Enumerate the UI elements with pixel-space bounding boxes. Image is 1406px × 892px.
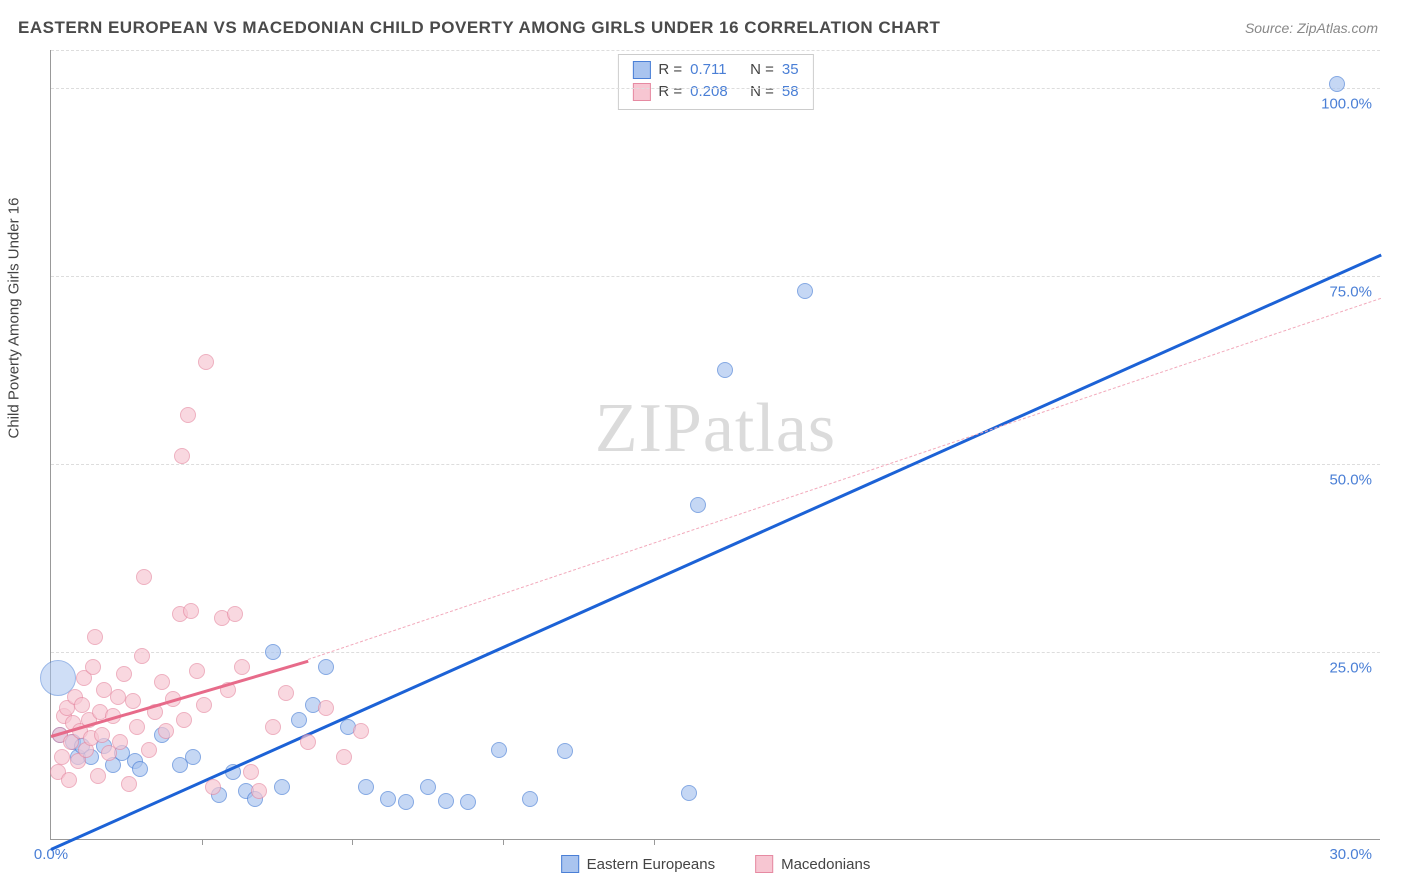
scatter-point [196,697,212,713]
scatter-point [690,497,706,513]
series-name: Macedonians [781,856,870,873]
scatter-point [61,772,77,788]
scatter-point [116,666,132,682]
y-tick-label: 75.0% [1329,283,1372,300]
x-tick [503,839,504,845]
scatter-point [94,727,110,743]
legend-r-label: R = [658,81,682,103]
scatter-point [291,712,307,728]
scatter-point [460,794,476,810]
source-label: Source: ZipAtlas.com [1245,20,1378,36]
legend-n-value: 35 [782,59,799,81]
trend-line [308,298,1381,660]
y-tick-label: 50.0% [1329,471,1372,488]
scatter-point [154,674,170,690]
legend-r-label: R = [658,59,682,81]
scatter-point [358,779,374,795]
series-legend: Eastern Europeans Macedonians [561,855,871,873]
series-legend-item: Eastern Europeans [561,855,715,873]
scatter-point [185,749,201,765]
scatter-point [234,659,250,675]
watermark-bold: ZIP [595,390,703,467]
scatter-point [112,734,128,750]
scatter-point [522,791,538,807]
scatter-point [398,794,414,810]
scatter-point [198,354,214,370]
scatter-point [87,629,103,645]
scatter-point [318,700,334,716]
scatter-point [300,734,316,750]
scatter-point [205,779,221,795]
watermark-thin: atlas [703,390,836,467]
gridline [51,276,1380,277]
scatter-point [278,685,294,701]
legend-swatch [632,83,650,101]
scatter-point [251,783,267,799]
watermark: ZIPatlas [595,389,836,469]
scatter-plot: ZIPatlas R =0.711N =35R =0.208N =58 East… [50,50,1380,840]
legend-r-value: 0.208 [690,81,742,103]
gridline [51,88,1380,89]
scatter-point [90,768,106,784]
y-tick-label: 100.0% [1321,95,1372,112]
legend-swatch [561,855,579,873]
scatter-point [85,659,101,675]
scatter-point [183,603,199,619]
scatter-point [797,283,813,299]
gridline [51,652,1380,653]
scatter-point [557,743,573,759]
scatter-point [265,644,281,660]
x-tick [654,839,655,845]
scatter-point [136,569,152,585]
legend-n-label: N = [750,81,774,103]
trend-line [50,253,1381,850]
gridline [51,50,1380,51]
legend-swatch [755,855,773,873]
scatter-point [353,723,369,739]
scatter-point [74,697,90,713]
gridline [51,464,1380,465]
scatter-point [158,723,174,739]
legend-n-label: N = [750,59,774,81]
scatter-point [438,793,454,809]
legend-n-value: 58 [782,81,799,103]
scatter-point [180,407,196,423]
scatter-point [134,648,150,664]
scatter-point [125,693,141,709]
scatter-point [176,712,192,728]
series-name: Eastern Europeans [587,856,715,873]
scatter-point [318,659,334,675]
scatter-point [243,764,259,780]
chart-title: EASTERN EUROPEAN VS MACEDONIAN CHILD POV… [18,18,940,38]
scatter-point [336,749,352,765]
correlation-legend: R = 0.711 N = 35 R = 0.208 N = 58 [617,54,813,110]
scatter-point [274,779,290,795]
scatter-point [227,606,243,622]
scatter-point [54,749,70,765]
scatter-point [189,663,205,679]
legend-swatch [632,61,650,79]
scatter-point [141,742,157,758]
scatter-point [491,742,507,758]
scatter-point [129,719,145,735]
legend-r-value: 0.711 [690,59,742,81]
x-tick [352,839,353,845]
scatter-point [717,362,733,378]
legend-row: R = 0.208 N = 58 [632,81,798,103]
scatter-point [1329,76,1345,92]
scatter-point [121,776,137,792]
legend-row: R = 0.711 N = 35 [632,59,798,81]
x-tick-label: 30.0% [1329,846,1372,863]
scatter-point [380,791,396,807]
x-tick [202,839,203,845]
y-tick-label: 25.0% [1329,659,1372,676]
scatter-point [110,689,126,705]
scatter-point [681,785,697,801]
scatter-point [132,761,148,777]
scatter-point [265,719,281,735]
y-axis-label: Child Poverty Among Girls Under 16 [6,198,23,439]
series-legend-item: Macedonians [755,855,870,873]
scatter-point [174,448,190,464]
scatter-point [420,779,436,795]
